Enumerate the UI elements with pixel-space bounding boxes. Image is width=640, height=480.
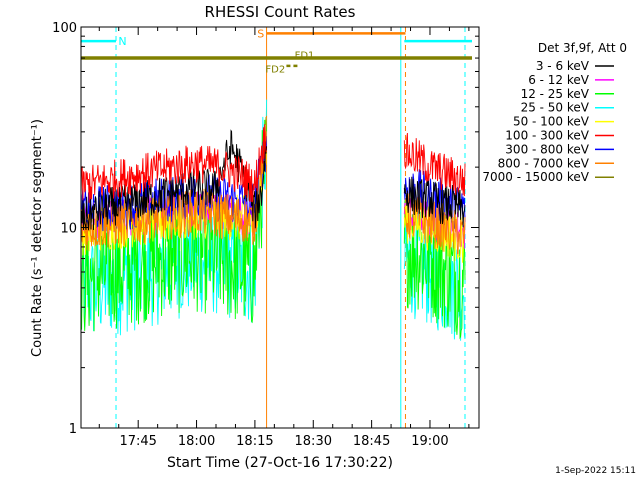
y-tick-label-2: 100 <box>52 21 77 36</box>
legend-header: Det 3f,9f, Att 0 <box>538 41 627 55</box>
legend-label-8: 7000 - 15000 keV <box>482 170 589 184</box>
legend-label-3: 25 - 50 keV <box>521 101 590 115</box>
marker-label-1: FD2 <box>265 65 285 76</box>
legend-label-6: 300 - 800 keV <box>505 142 589 156</box>
x-axis-label: Start Time (27-Oct-16 17:30:22) <box>167 455 393 471</box>
series-2-segment-1 <box>403 200 466 340</box>
x-tick-label-4: 18:45 <box>353 434 390 449</box>
x-tick-label-5: 19:00 <box>411 434 448 449</box>
y-tick-label-1: 10 <box>60 222 77 237</box>
series-0-segment-1 <box>403 176 466 228</box>
bar-label-0: N <box>118 35 126 48</box>
x-tick-label-0: 17:45 <box>119 434 156 449</box>
timestamp: 1-Sep-2022 15:11 <box>555 466 636 476</box>
marker-label-0: FD1 <box>295 50 315 61</box>
chart-title: RHESSI Count Rates <box>205 3 356 21</box>
annotation-bars: N S FD1 FD2 <box>81 27 472 76</box>
bar-label-1: S <box>257 27 264 40</box>
y-tick-label-0: 1 <box>69 422 77 437</box>
y-axis-label: Count Rate (s⁻¹ detector segment⁻¹) <box>30 119 45 357</box>
x-tick-label-3: 18:30 <box>295 434 332 449</box>
legend-label-2: 12 - 25 keV <box>521 87 590 101</box>
legend-label-5: 100 - 300 keV <box>505 129 589 143</box>
series-5-segment-1 <box>403 132 466 197</box>
axes: 17:45 18:00 18:15 18:30 18:45 19:00 1 10 100 <box>52 21 480 449</box>
x-tick-label-1: 18:00 <box>178 434 215 449</box>
legend-label-7: 800 - 7000 keV <box>498 156 590 170</box>
x-tick-label-2: 18:15 <box>236 434 273 449</box>
series-7-segment-1 <box>403 193 466 255</box>
legend-label-1: 6 - 12 keV <box>528 73 590 87</box>
series-group <box>80 99 466 341</box>
legend-label-0: 3 - 6 keV <box>536 59 590 73</box>
legend-label-4: 50 - 100 keV <box>513 115 590 129</box>
series-5-segment-0 <box>80 124 267 203</box>
